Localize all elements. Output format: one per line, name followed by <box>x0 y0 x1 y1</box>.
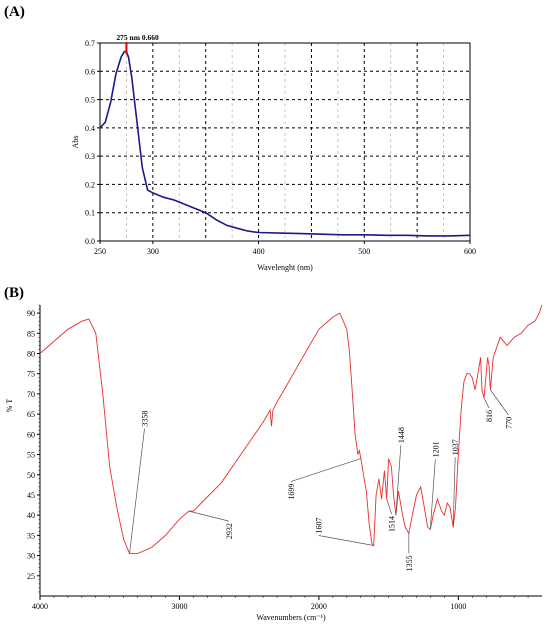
peak-annotation-label: 816 <box>485 410 494 422</box>
y-tick-label: 0.3 <box>85 152 95 161</box>
x-tick-label: 2000 <box>311 602 327 611</box>
plot-frame <box>99 42 471 242</box>
y-tick-label: 60 <box>27 430 35 439</box>
x-tick-label: 400 <box>253 247 265 256</box>
y-tick-label: 0.2 <box>85 180 95 189</box>
x-tick-label: 3000 <box>171 602 187 611</box>
peak-annotation-label: 1607 <box>315 517 324 533</box>
y-tick-label: 65 <box>27 410 35 419</box>
x-tick-label: 4000 <box>32 602 48 611</box>
absorbance-line <box>99 50 471 237</box>
transmittance-line <box>39 304 543 555</box>
peak-leader-line <box>386 498 392 515</box>
peak-leader-line <box>483 397 490 409</box>
y-tick-label: 30 <box>27 552 35 561</box>
y-tick-label: 35 <box>27 531 35 540</box>
x-tick-label: 300 <box>147 247 159 256</box>
x-tick-label: 600 <box>464 247 476 256</box>
y-tick-label: 25 <box>27 572 35 581</box>
peak-leader-line <box>129 428 145 554</box>
peak-annotation-label: 1037 <box>451 439 460 455</box>
peak-leader-line <box>429 459 436 530</box>
peak-annotation-label: 770 <box>504 417 513 429</box>
y-tick-label: 0.4 <box>85 124 95 133</box>
y-tick-label: 85 <box>27 329 35 338</box>
panel-a-letter: (A) <box>4 4 25 20</box>
y-tick-label: 90 <box>27 309 35 318</box>
y-axis-label: Abs <box>71 136 80 149</box>
y-tick-label: 50 <box>27 471 35 480</box>
y-tick-label: 0.1 <box>85 209 95 218</box>
y-tick-label: 80 <box>27 350 35 359</box>
peak-annotation-label: 1699 <box>287 484 296 500</box>
peak-leader-line <box>188 510 230 522</box>
peak-annotation-label: 1514 <box>388 516 397 532</box>
peak-leader-line <box>290 458 361 482</box>
y-tick-label: 40 <box>27 511 35 520</box>
peak-annotation-label: 1355 <box>405 555 414 571</box>
x-axis-label: Wavelenght (nm) <box>257 263 313 272</box>
peak-leader-line <box>452 457 456 528</box>
peak-annotation-label: 1448 <box>397 427 406 443</box>
peak-leader-line <box>318 535 374 546</box>
y-tick-label: 45 <box>27 491 35 500</box>
peak-annotation-label: 3358 <box>141 411 150 427</box>
y-tick-label: 0.6 <box>85 67 95 76</box>
panel-b-letter: (B) <box>4 285 24 301</box>
y-axis-label: % T <box>5 399 14 413</box>
x-axis-label: Wavenumbers (cm⁻¹) <box>256 613 326 622</box>
peak-annotation-label: 2932 <box>225 523 234 539</box>
peak-label: 275 nm 0.660 <box>116 33 159 42</box>
y-tick-label: 70 <box>27 390 35 399</box>
y-tick-label: 0.0 <box>85 237 95 246</box>
y-tick-label: 0.7 <box>85 39 95 48</box>
peak-leader-line <box>490 389 509 416</box>
x-tick-label: 1000 <box>450 602 466 611</box>
x-tick-label: 250 <box>94 247 106 256</box>
y-tick-label: 75 <box>27 370 35 379</box>
x-tick-label: 500 <box>358 247 370 256</box>
peak-annotation-label: 1201 <box>431 441 440 457</box>
peak-leader-line <box>395 445 402 516</box>
y-tick-label: 0.5 <box>85 96 95 105</box>
y-tick-label: 55 <box>27 451 35 460</box>
